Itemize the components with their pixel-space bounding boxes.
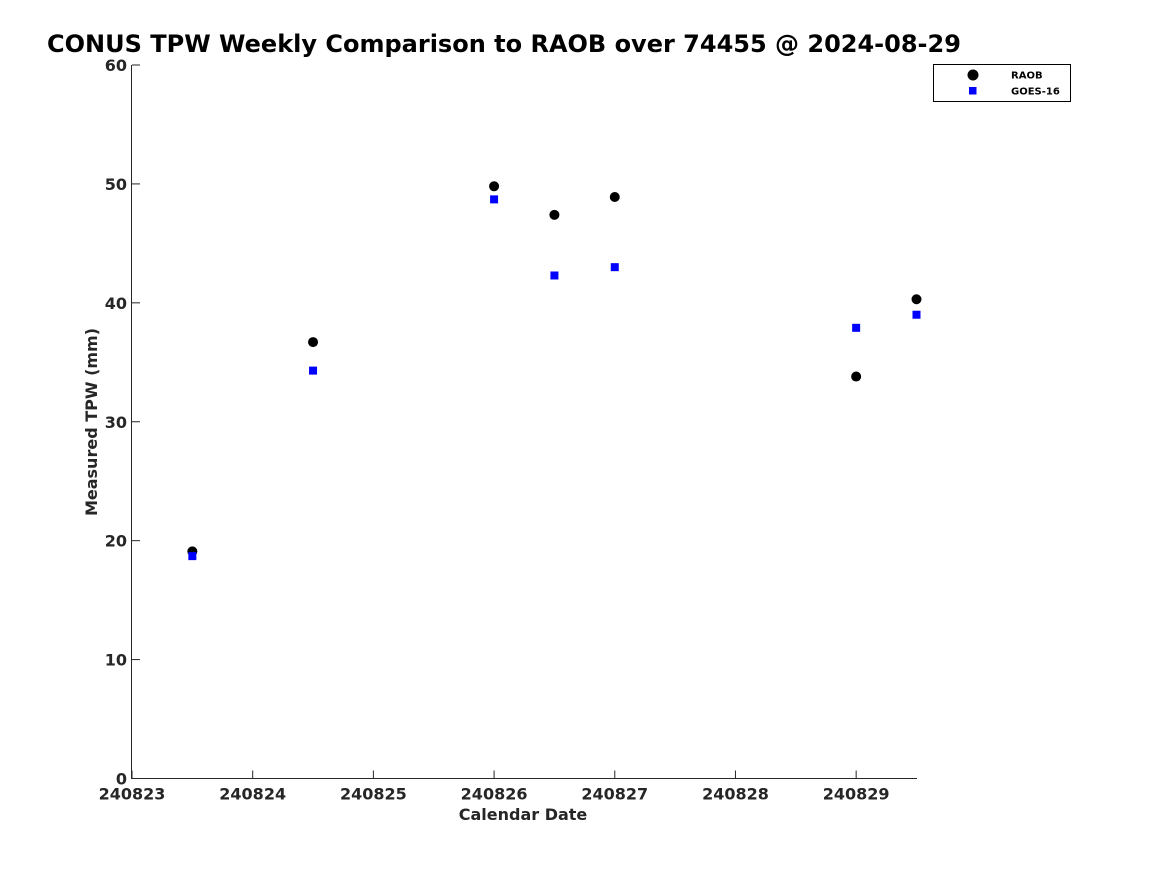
legend-marker-raob	[967, 69, 979, 81]
y-tick-label: 10	[105, 651, 127, 670]
data-point	[490, 195, 499, 204]
y-ticks: 0 10 20 30 40 50 60	[105, 56, 140, 789]
data-point	[911, 294, 922, 305]
data-point	[610, 263, 619, 272]
legend-label-raob: RAOB	[1011, 71, 1043, 82]
x-tick-label: 240828	[702, 785, 769, 804]
y-tick-label: 20	[105, 532, 127, 551]
series-raob	[187, 181, 922, 557]
legend-marker-goes16	[969, 87, 977, 95]
chart-title: CONUS TPW Weekly Comparison to RAOB over…	[47, 30, 961, 58]
y-tick-label: 60	[105, 56, 127, 75]
y-tick-label: 40	[105, 294, 127, 313]
legend: RAOB GOES-16	[933, 64, 1071, 102]
x-tick-label: 240826	[461, 785, 528, 804]
y-tick-label: 30	[105, 413, 127, 432]
data-point	[851, 371, 862, 382]
data-point	[309, 366, 318, 375]
data-point	[489, 181, 500, 192]
series-goes-16	[188, 195, 921, 561]
data-point	[852, 323, 861, 332]
data-point	[550, 271, 559, 280]
x-axis-label: Calendar Date	[459, 805, 588, 824]
x-tick-label: 240825	[340, 785, 407, 804]
data-point	[308, 337, 319, 348]
legend-box	[933, 64, 1071, 102]
x-tick-label: 240827	[581, 785, 648, 804]
legend-label-goes16: GOES-16	[1011, 87, 1060, 98]
x-tick-label: 240823	[99, 785, 166, 804]
data-point	[609, 191, 620, 202]
y-tick-label: 50	[105, 175, 127, 194]
y-axis-label: Measured TPW (mm)	[82, 328, 101, 516]
data-point	[549, 209, 560, 220]
y-tick-label: 0	[116, 770, 127, 789]
series-layer	[187, 181, 922, 561]
data-point	[188, 552, 197, 561]
x-tick-label: 240829	[823, 785, 890, 804]
x-tick-label: 240824	[219, 785, 286, 804]
data-point	[912, 310, 921, 319]
x-ticks: 240823 240824 240825 240826 240827 240828 2408…	[99, 770, 890, 804]
